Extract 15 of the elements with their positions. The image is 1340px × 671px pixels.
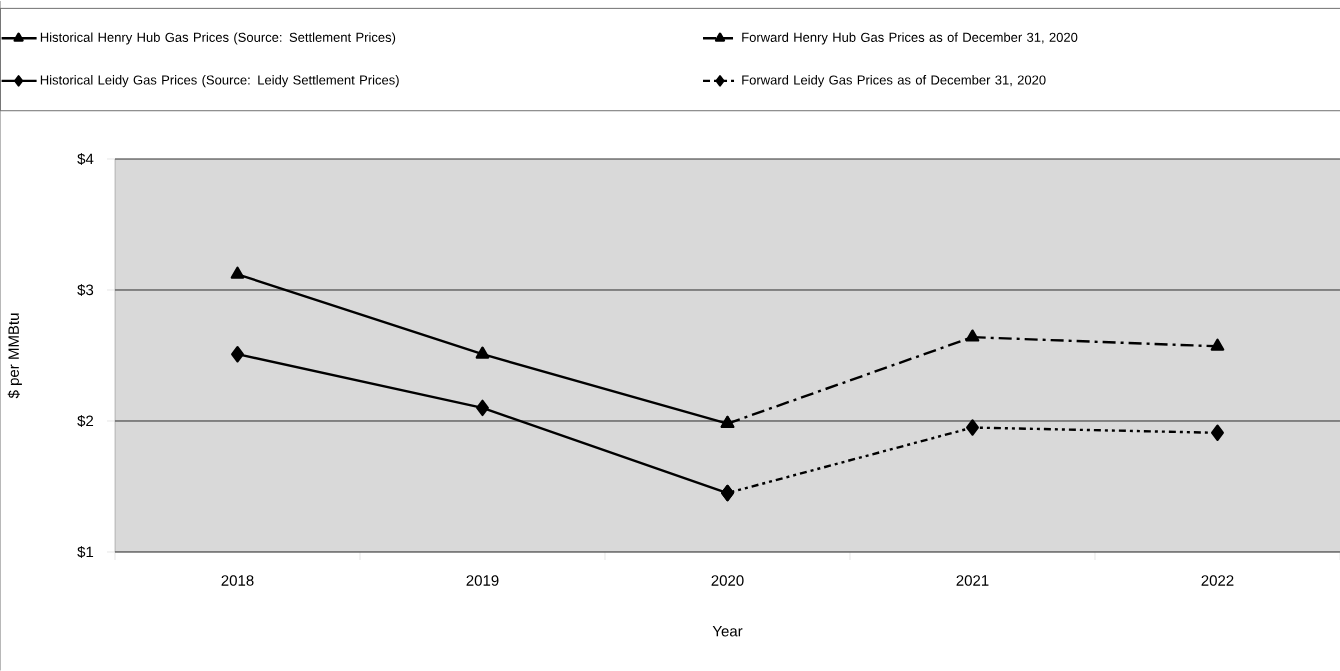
x-tick-label: 2021 bbox=[956, 575, 989, 586]
x-tick-label: 2022 bbox=[1201, 575, 1234, 586]
x-axis-title: Year bbox=[712, 626, 743, 637]
x-tick-label: 2018 bbox=[221, 575, 254, 586]
legend-label: Forward Henry Hub Gas Prices as of December 31, 2020 bbox=[742, 32, 1078, 45]
x-tick-label: 2020 bbox=[711, 575, 744, 586]
y-tick-label: $4 bbox=[77, 152, 94, 166]
legend-label: Historical Henry Hub Gas Prices (Source: Settlement Prices) bbox=[40, 32, 396, 45]
y-tick-label: $1 bbox=[77, 545, 94, 559]
y-tick-label: $2 bbox=[77, 414, 94, 428]
y-tick-label: $3 bbox=[77, 283, 94, 297]
x-tick-label: 2019 bbox=[466, 575, 499, 586]
legend-label: Forward Leidy Gas Prices as of December 31, 2020 bbox=[742, 75, 1046, 88]
legend-label: Historical Leidy Gas Prices (Source: Leidy Settlement Prices) bbox=[40, 75, 399, 88]
y-axis-title: $ per MMBtu bbox=[7, 313, 22, 399]
